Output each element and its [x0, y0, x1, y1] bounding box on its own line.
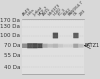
Text: 70 Da: 70 Da	[4, 43, 20, 48]
Text: K562: K562	[63, 7, 72, 17]
FancyBboxPatch shape	[68, 44, 73, 48]
FancyBboxPatch shape	[78, 44, 84, 48]
Text: 170 Da: 170 Da	[0, 18, 20, 23]
Text: Hela: Hela	[27, 8, 36, 17]
Text: C6: C6	[73, 11, 80, 17]
Text: PC-3: PC-3	[58, 8, 67, 17]
Text: RAW264.7: RAW264.7	[68, 0, 85, 17]
FancyBboxPatch shape	[32, 43, 38, 48]
Text: A431: A431	[42, 7, 52, 17]
FancyBboxPatch shape	[53, 44, 58, 48]
FancyBboxPatch shape	[37, 43, 43, 48]
Text: 130 Da: 130 Da	[0, 24, 20, 29]
FancyBboxPatch shape	[73, 44, 79, 48]
Text: NIH/3T3: NIH/3T3	[48, 3, 61, 17]
FancyBboxPatch shape	[42, 44, 48, 48]
Text: A549: A549	[22, 7, 32, 17]
FancyBboxPatch shape	[27, 43, 32, 48]
Text: PATZ1: PATZ1	[84, 43, 100, 48]
FancyBboxPatch shape	[22, 44, 27, 48]
FancyBboxPatch shape	[53, 33, 58, 38]
Text: 293: 293	[78, 9, 86, 17]
FancyBboxPatch shape	[48, 44, 53, 48]
Text: 100 Da: 100 Da	[0, 33, 20, 38]
Text: MCF-7: MCF-7	[37, 5, 49, 17]
Text: 55 Da: 55 Da	[4, 53, 20, 58]
FancyBboxPatch shape	[73, 33, 79, 38]
Text: Jurkat: Jurkat	[32, 6, 43, 17]
Text: 40 Da: 40 Da	[4, 65, 20, 70]
FancyBboxPatch shape	[63, 44, 68, 48]
Text: HL60: HL60	[53, 7, 62, 17]
FancyBboxPatch shape	[22, 19, 84, 74]
FancyBboxPatch shape	[58, 44, 63, 48]
